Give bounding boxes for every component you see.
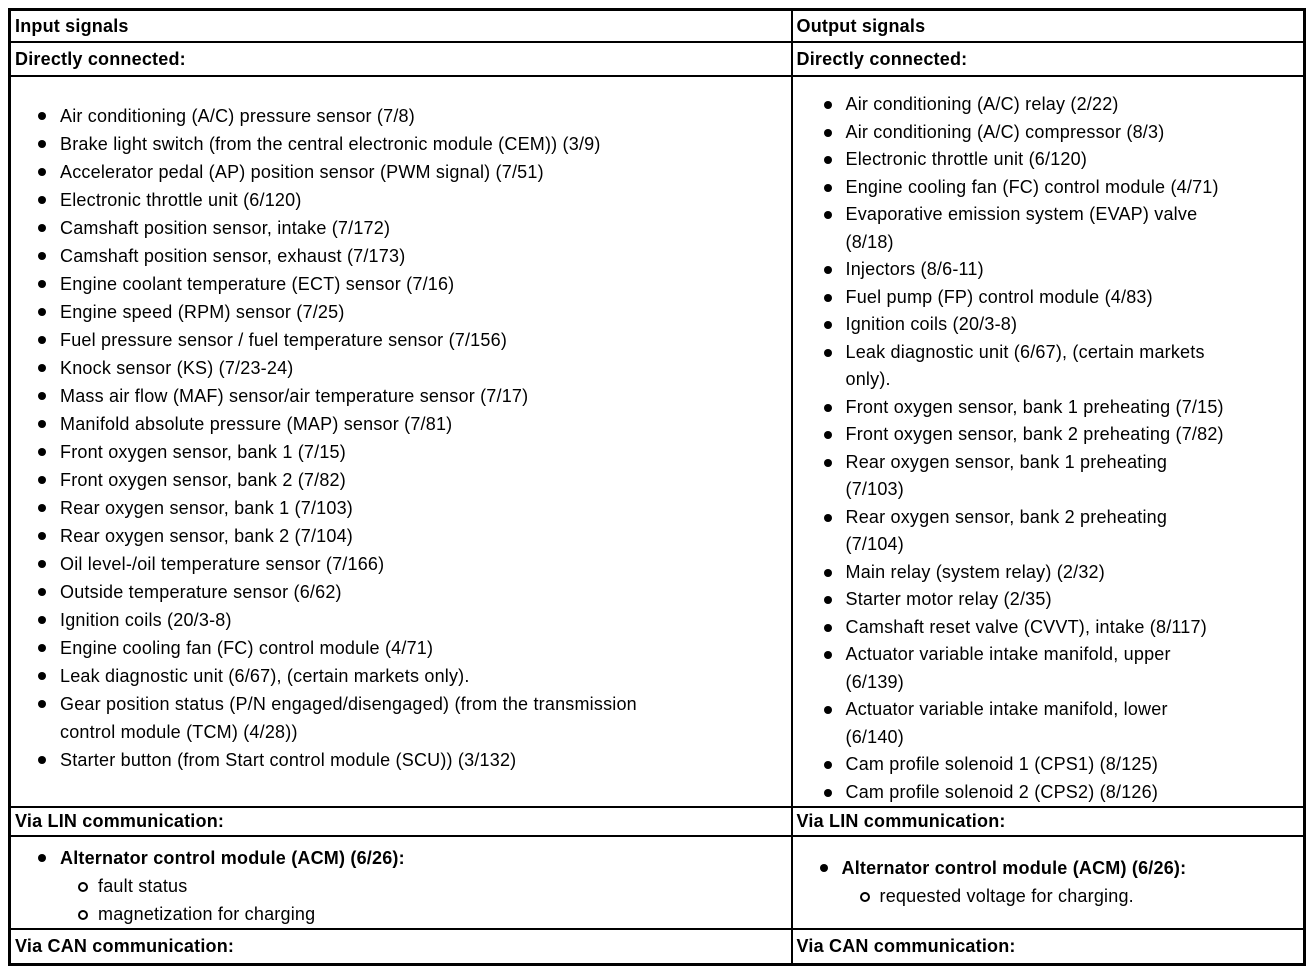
output-lin-module-item: Alternator control module (ACM) (6/26): … [819, 854, 1296, 910]
output-signal-item: Evaporative emission system (EVAP) valve… [823, 201, 1298, 256]
input-lin-module-label: Alternator control module (ACM) (6/26): [60, 848, 405, 868]
input-signal-item: Mass air flow (MAF) sensor/air temperatu… [38, 382, 783, 410]
output-signal-item: Fuel pump (FP) control module (4/83) [823, 284, 1298, 312]
input-signal-item: Front oxygen sensor, bank 1 (7/15) [38, 438, 783, 466]
output-signal-item: Camshaft reset valve (CVVT), intake (8/1… [823, 614, 1298, 642]
output-signal-item: Starter motor relay (2/35) [823, 586, 1298, 614]
input-signal-item: Air conditioning (A/C) pressure sensor (… [38, 102, 783, 130]
output-signal-item: Main relay (system relay) (2/32) [823, 559, 1298, 587]
input-direct-signal-list: Air conditioning (A/C) pressure sensor (… [12, 78, 790, 774]
input-lin-sublist: fault status magnetization for charging [60, 872, 783, 927]
output-signal-item: Injectors (8/6-11) [823, 256, 1298, 284]
output-signal-item: Ignition coils (20/3-8) [823, 311, 1298, 339]
input-signal-item: Electronic throttle unit (6/120) [38, 186, 783, 214]
input-lin-module-item: Alternator control module (ACM) (6/26): … [38, 844, 783, 927]
input-signals-header: Input signals [8, 8, 793, 43]
input-signal-item: Front oxygen sensor, bank 2 (7/82) [38, 466, 783, 494]
input-signal-item: Engine speed (RPM) sensor (7/25) [38, 298, 783, 326]
input-signal-item: Rear oxygen sensor, bank 2 (7/104) [38, 522, 783, 550]
output-directly-connected-label: Directly connected: [790, 41, 1306, 77]
output-signal-item: Electronic throttle unit (6/120) [823, 146, 1298, 174]
input-signal-item: Knock sensor (KS) (7/23-24) [38, 354, 783, 382]
output-signal-item: Rear oxygen sensor, bank 2 preheating (7… [823, 504, 1298, 559]
output-signal-item: Front oxygen sensor, bank 1 preheating (… [823, 394, 1298, 422]
direct-signals-row: Air conditioning (A/C) pressure sensor (… [8, 75, 1306, 808]
input-signal-item: Starter button (from Start control modul… [38, 746, 783, 774]
output-can-label: Via CAN communication: [790, 928, 1306, 966]
input-signal-item: Camshaft position sensor, intake (7/172) [38, 214, 783, 242]
output-lin-signals-cell: Alternator control module (ACM) (6/26): … [790, 835, 1306, 930]
table-header-row: Input signals Output signals [8, 8, 1306, 43]
can-communication-row: Via CAN communication: Via CAN communica… [8, 928, 1306, 966]
input-lin-signals-cell: Alternator control module (ACM) (6/26): … [8, 835, 793, 930]
input-signal-item: Accelerator pedal (AP) position sensor (… [38, 158, 783, 186]
output-signal-item: Front oxygen sensor, bank 2 preheating (… [823, 421, 1298, 449]
input-signal-item: Fuel pressure sensor / fuel temperature … [38, 326, 783, 354]
lin-signals-row: Alternator control module (ACM) (6/26): … [8, 835, 1306, 930]
output-lin-sublist: requested voltage for charging. [842, 882, 1296, 910]
output-signal-item: Cam profile solenoid 2 (CPS2) (8/126) [823, 779, 1298, 806]
input-can-label: Via CAN communication: [8, 928, 793, 966]
input-signal-item: Manifold absolute pressure (MAP) sensor … [38, 410, 783, 438]
output-signal-item: Actuator variable intake manifold, lower… [823, 696, 1298, 751]
input-signal-item: Rear oxygen sensor, bank 1 (7/103) [38, 494, 783, 522]
output-signal-item: Cam profile solenoid 1 (CPS1) (8/125) [823, 751, 1298, 779]
input-lin-label: Via LIN communication: [8, 806, 793, 837]
input-signal-item: Camshaft position sensor, exhaust (7/173… [38, 242, 783, 270]
output-signal-item: Rear oxygen sensor, bank 1 preheating (7… [823, 449, 1298, 504]
input-signal-item: Ignition coils (20/3-8) [38, 606, 783, 634]
output-signal-item: Actuator variable intake manifold, upper… [823, 641, 1298, 696]
input-lin-list: Alternator control module (ACM) (6/26): … [12, 838, 790, 927]
input-signal-item: Oil level-/oil temperature sensor (7/166… [38, 550, 783, 578]
output-signals-header: Output signals [790, 8, 1306, 43]
input-signal-item: Engine coolant temperature (ECT) sensor … [38, 270, 783, 298]
input-directly-connected-label: Directly connected: [8, 41, 793, 77]
output-lin-label: Via LIN communication: [790, 806, 1306, 837]
input-signal-item: Leak diagnostic unit (6/67), (certain ma… [38, 662, 783, 690]
output-signal-item: Air conditioning (A/C) compressor (8/3) [823, 119, 1298, 147]
signals-table: Input signals Output signals Directly co… [8, 8, 1306, 966]
input-signal-item: Engine cooling fan (FC) control module (… [38, 634, 783, 662]
output-lin-list: Alternator control module (ACM) (6/26): … [794, 838, 1303, 910]
output-lin-subitem: requested voltage for charging. [859, 882, 1296, 910]
directly-connected-row: Directly connected: Directly connected: [8, 41, 1306, 77]
output-lin-module-label: Alternator control module (ACM) (6/26): [841, 858, 1187, 878]
input-signal-item: Outside temperature sensor (6/62) [38, 578, 783, 606]
input-direct-signals-cell: Air conditioning (A/C) pressure sensor (… [8, 75, 793, 808]
output-direct-signal-list: Air conditioning (A/C) relay (2/22) Air c… [794, 78, 1303, 806]
output-signal-item: Engine cooling fan (FC) control module (… [823, 174, 1298, 202]
input-lin-subitem: fault status [78, 872, 783, 900]
output-signal-item: Leak diagnostic unit (6/67), (certain ma… [823, 339, 1298, 394]
input-signal-item: Brake light switch (from the central ele… [38, 130, 783, 158]
lin-communication-row: Via LIN communication: Via LIN communica… [8, 806, 1306, 837]
output-direct-signals-cell: Air conditioning (A/C) relay (2/22) Air c… [790, 75, 1306, 808]
input-lin-subitem: magnetization for charging [78, 900, 783, 927]
input-signal-item: Gear position status (P/N engaged/diseng… [38, 690, 783, 746]
output-signal-item: Air conditioning (A/C) relay (2/22) [823, 91, 1298, 119]
